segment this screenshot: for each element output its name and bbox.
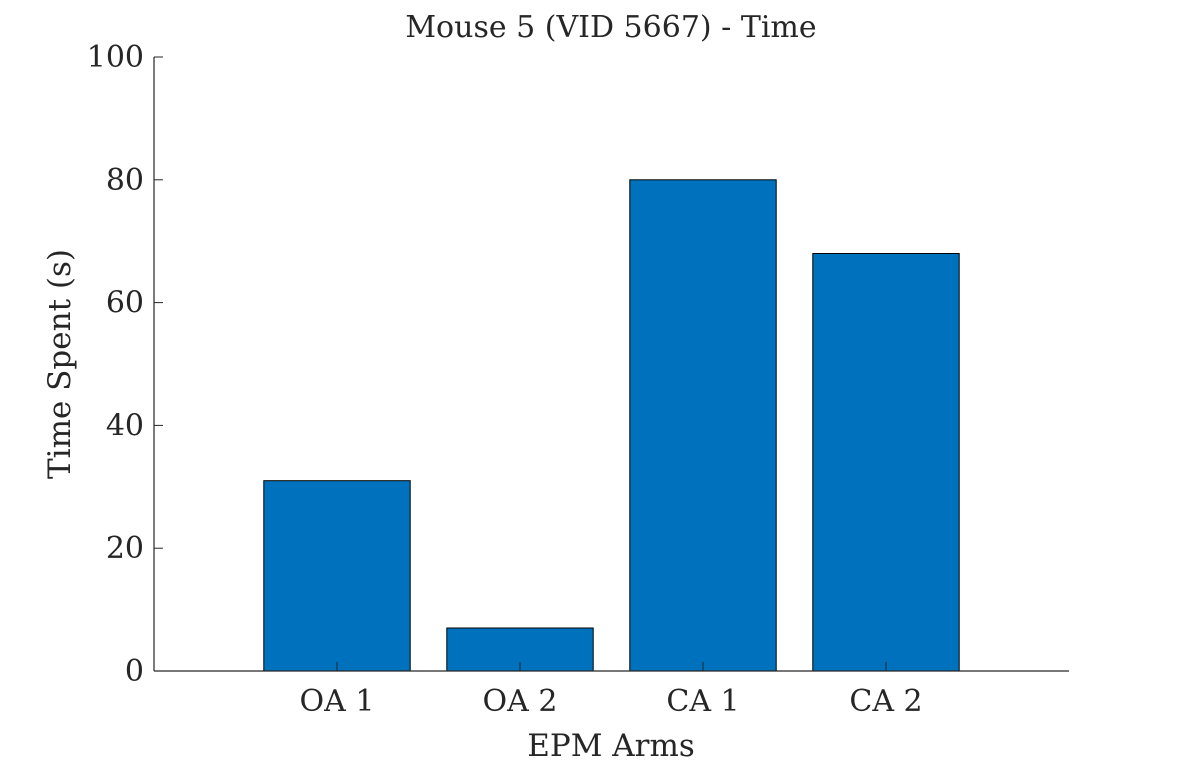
x-axis-label: EPM Arms	[527, 728, 695, 764]
y-tick-label: 20	[106, 531, 144, 566]
axes-group	[153, 57, 1069, 672]
y-ticks-group: 0 20 40 60 80 100	[87, 40, 163, 689]
chart-title: Mouse 5 (VID 5667) - Time	[405, 10, 816, 45]
y-tick-label: 60	[106, 286, 144, 321]
x-tick-label: OA 1	[300, 684, 375, 719]
y-axis-label: Time Spent (s)	[42, 249, 78, 479]
x-ticks-group: OA 1 OA 2 CA 1 CA 2	[300, 662, 923, 719]
y-tick-label: 40	[106, 408, 144, 443]
x-tick-label: CA 2	[849, 684, 922, 719]
x-tick-label: OA 2	[483, 684, 558, 719]
y-tick-label: 0	[125, 654, 144, 689]
bars-group	[263, 179, 960, 672]
bar-ca-1	[629, 179, 777, 672]
y-tick-label: 100	[87, 40, 144, 75]
bar-ca-2	[812, 253, 960, 672]
bar-oa-1	[263, 480, 411, 672]
y-tick-label: 80	[106, 163, 144, 198]
x-tick-label: CA 1	[666, 684, 739, 719]
